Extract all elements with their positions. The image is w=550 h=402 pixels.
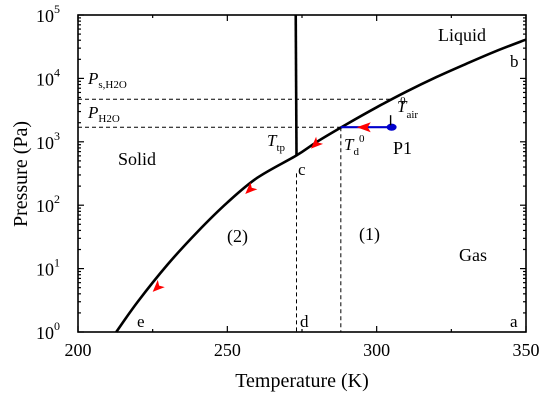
liquid-label: Liquid: [438, 25, 486, 45]
x-tick-label: 350: [513, 340, 540, 360]
gas-label: Gas: [459, 245, 487, 265]
point-c-label: c: [298, 160, 306, 179]
y-tick-label: 100: [36, 319, 60, 343]
cooling-arrow: [356, 122, 371, 133]
point-b-label: b: [510, 52, 519, 71]
x-tick-label: 200: [65, 340, 92, 360]
p-h2o-label: PH2O: [87, 103, 120, 125]
sublimation-vaporization-curve: [115, 38, 527, 333]
y-tick-label: 104: [36, 65, 60, 89]
x-tick-label: 300: [363, 340, 390, 360]
y-tick-label: 105: [36, 2, 60, 26]
x-axis-label: Temperature (K): [235, 370, 369, 392]
region-2-label: (2): [227, 226, 248, 247]
y-tick-label: 101: [36, 256, 60, 280]
y-tick-label: 103: [36, 129, 60, 153]
descent-arrows: [152, 136, 324, 292]
p1-label: P1: [393, 138, 412, 158]
fusion-line: [294, 14, 298, 156]
y-axis-label: Pressure (Pa): [10, 121, 32, 227]
t-air-label: Tair0: [397, 95, 418, 121]
x-tick-label: 250: [214, 340, 241, 360]
solid-label: Solid: [118, 149, 156, 169]
ps-h2o-label: Ps,H2O: [87, 69, 127, 91]
point-a-label: a: [510, 312, 518, 331]
descent-arrow: [245, 182, 258, 195]
descent-arrow: [152, 279, 165, 292]
point-p1: [386, 123, 397, 131]
region-1-label: (1): [359, 224, 380, 245]
t-d0-label: Td0: [344, 133, 365, 158]
descent-arrow: [310, 136, 324, 149]
t-tp-label: Ttp: [267, 131, 286, 154]
y-tick-label: 102: [36, 192, 60, 216]
point-e-label: e: [137, 312, 145, 331]
point-d-label: d: [300, 312, 309, 331]
axis-ticks: 200 250 300 350 100 101 102 103 104 105: [36, 2, 540, 360]
